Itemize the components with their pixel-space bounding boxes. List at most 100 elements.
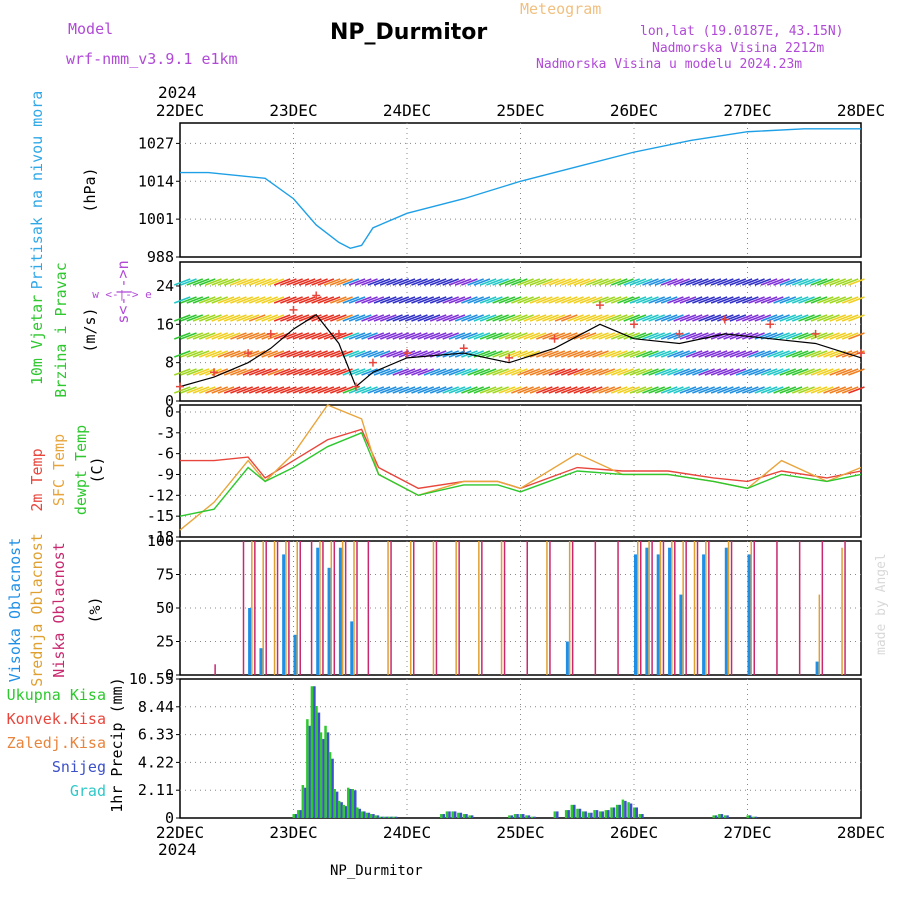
wind-barb <box>617 386 634 394</box>
page-title: NP_Durmitor <box>330 20 488 45</box>
precip-total-bar <box>457 812 460 818</box>
precip-snow-bar <box>470 815 474 818</box>
wind-barb <box>429 368 447 376</box>
wind-barb <box>273 386 291 394</box>
wind-barb <box>717 278 734 286</box>
wind-barb <box>704 368 722 376</box>
precip-snow-bar <box>618 804 621 818</box>
time-label-top: 22DEC <box>156 101 204 120</box>
precip-snow-bar <box>573 804 576 818</box>
wind-barb <box>436 368 453 376</box>
wind-barb <box>255 296 272 304</box>
wind-barb <box>198 296 216 304</box>
wind-barb <box>785 278 803 286</box>
wind-barb <box>429 296 447 304</box>
wind-barb <box>498 386 516 394</box>
wind-barb <box>604 296 622 304</box>
wind-barb <box>242 350 260 358</box>
wind-barb <box>579 296 597 304</box>
wind-barb <box>598 368 616 376</box>
wind-barb <box>567 278 584 286</box>
wind-barb <box>467 314 484 322</box>
wind-barb <box>704 296 722 304</box>
wind-barb <box>810 314 828 322</box>
wind-barb <box>742 368 759 376</box>
wind-barb <box>729 386 747 394</box>
wind-barb <box>442 386 459 394</box>
wind-barb <box>492 368 509 376</box>
wind-barb <box>436 278 453 286</box>
wind-barb <box>548 278 566 286</box>
wind-barb <box>323 314 341 322</box>
wind-barb <box>186 332 204 340</box>
wind-barb <box>754 332 772 340</box>
wind-barb <box>767 296 784 304</box>
cloud-high-bar <box>327 567 331 675</box>
wind-barb <box>423 386 441 394</box>
wind-barb <box>704 386 722 394</box>
wind-barb <box>748 332 765 340</box>
wind-panel: 0 8 16 24 <box>156 261 862 410</box>
wind-barb <box>454 314 472 322</box>
wind-barb <box>754 350 772 358</box>
wind-barb <box>192 386 210 394</box>
wind-barb <box>598 386 616 394</box>
wind-barb <box>779 386 797 394</box>
wind-barb <box>486 386 503 394</box>
wind-barb <box>504 350 522 358</box>
wind-barb <box>629 386 647 394</box>
wind-barb <box>804 296 822 304</box>
wind-barb <box>236 332 253 340</box>
wind-barb <box>342 296 360 304</box>
temp-title-dewpt: dewpt Temp <box>72 425 90 515</box>
wind-barb <box>767 332 784 340</box>
wind-barb <box>467 386 484 394</box>
wind-barb <box>642 368 659 376</box>
wind-barb <box>810 278 828 286</box>
wind-barb <box>835 314 853 322</box>
wind-barb <box>523 386 541 394</box>
wind-barbs <box>173 278 865 394</box>
wind-barb <box>767 350 784 358</box>
wind-barb <box>835 368 853 376</box>
wind-barb <box>398 278 416 286</box>
wind-barb <box>829 368 847 376</box>
wind-barb <box>173 332 191 340</box>
precip-total-bar <box>530 816 534 818</box>
wind-barb <box>804 350 822 358</box>
precip-total-bar <box>712 815 715 818</box>
coords-label: lon,lat (19.0187E, 43.15N) <box>640 24 844 39</box>
wind-barb <box>217 386 235 394</box>
wind-barb <box>267 368 285 376</box>
wind-barb <box>754 278 772 286</box>
wind-barb <box>248 296 266 304</box>
wind-barb <box>292 314 310 322</box>
wind-barb <box>573 278 591 286</box>
wind-barb <box>436 332 453 340</box>
wind-barb <box>554 314 572 322</box>
wind-barb <box>373 368 391 376</box>
wind-barb <box>723 296 740 304</box>
wind-barb <box>386 368 403 376</box>
wind-barb <box>261 278 278 286</box>
cloud-mid-bar <box>296 541 298 675</box>
wind-barb <box>529 332 547 340</box>
cloud-high-bar <box>645 547 649 675</box>
wind-barb <box>635 296 653 304</box>
cloud-low-bar <box>367 541 370 675</box>
temp-panel: 0 -3 -6 -9 -12 -15 -18 <box>147 403 862 546</box>
precip-total-bar <box>324 725 327 818</box>
pressure-tick-label: 988 <box>147 248 174 266</box>
wind-barb <box>261 314 278 322</box>
cloud-mid-bar <box>659 541 662 675</box>
wind-barb <box>536 350 553 358</box>
wind-barb <box>392 368 410 376</box>
temp-tick-label: -15 <box>147 507 174 525</box>
cloud-mid-bar <box>637 541 639 675</box>
precip-total-bar <box>508 815 511 818</box>
precip-snow-bar <box>578 808 582 818</box>
wind-barb <box>473 386 491 394</box>
precip-total-bar <box>360 811 364 818</box>
wind-barb <box>205 296 222 304</box>
wind-barb <box>735 368 753 376</box>
